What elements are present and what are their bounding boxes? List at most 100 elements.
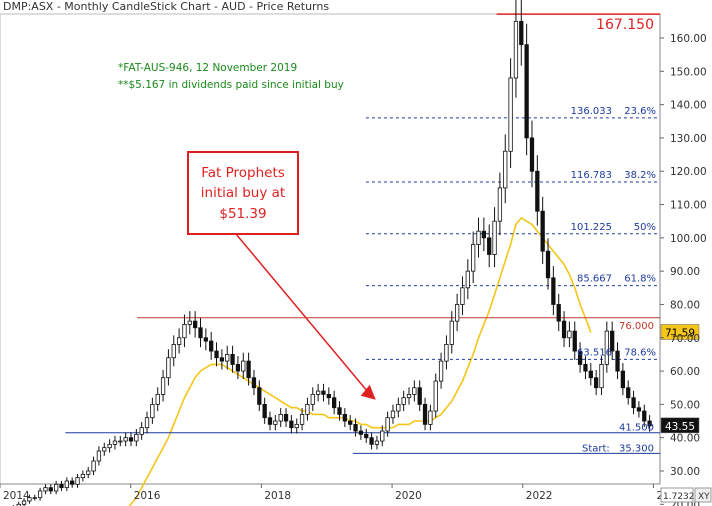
candle-body (626, 387, 631, 399)
candle-body (102, 447, 107, 452)
price-badge (660, 417, 700, 434)
candle-body (128, 437, 134, 442)
callout-line-2: initial buy at (201, 185, 285, 201)
candle-body (396, 403, 401, 412)
candle-body (193, 320, 198, 329)
candle-body (219, 357, 225, 362)
candle-body (604, 330, 609, 365)
candle-body (529, 137, 535, 172)
x-tick-label: 2018 (264, 490, 291, 502)
y-tick-label: 110.00 (670, 200, 707, 212)
candle-body (86, 470, 91, 475)
candle-body (107, 443, 112, 449)
candle-body (321, 390, 326, 395)
y-tick-label: 60.00 (670, 366, 700, 378)
y-tick-label: 30.00 (670, 466, 700, 478)
candle-body (561, 320, 567, 339)
candle-body (401, 397, 406, 405)
y-tick-label: 40.00 (670, 433, 700, 445)
y-tick-label: 50.00 (670, 399, 700, 411)
candle-body (615, 350, 620, 372)
candle-body (540, 210, 545, 252)
y-tick-label: 120.00 (670, 166, 707, 178)
candle-body (182, 324, 187, 339)
xy-readout-box (660, 487, 694, 503)
note-line-1: *FAT-AUS-946, 12 November 2019 (118, 62, 297, 74)
price-badge-label: 71.59 (665, 327, 695, 339)
candle-body (235, 364, 241, 372)
callout-line-1: Fat Prophets (201, 165, 285, 181)
candle-body (176, 337, 182, 345)
candle-body (476, 230, 481, 245)
candle-body (112, 440, 118, 445)
candle-body (471, 244, 476, 272)
candle-body (588, 370, 593, 379)
candle-body (203, 337, 208, 342)
candle-body (454, 304, 460, 322)
xy-button[interactable] (694, 487, 712, 503)
candle-body (27, 497, 32, 502)
candle-body (214, 350, 219, 359)
fib-price-label: 101.225 (571, 222, 612, 233)
candle-body (380, 430, 385, 442)
candle-body (385, 417, 390, 432)
candle-body (497, 187, 503, 222)
candle-body (492, 220, 497, 255)
candle-body (513, 20, 519, 79)
resistance-label: 76.000 (619, 321, 654, 332)
candle-body (647, 420, 652, 427)
candle-body (358, 430, 364, 435)
candle-body (289, 420, 294, 429)
candle-body (118, 440, 123, 443)
candle-body (417, 387, 422, 405)
fib-price-label: 63.516 (577, 347, 612, 358)
candle-body (283, 413, 289, 422)
y-tick-label: 20.00 (670, 499, 700, 506)
candle-body (257, 387, 262, 405)
start-label: 35.300 (619, 443, 654, 454)
candle-body (460, 287, 465, 305)
y-tick-label: 140.00 (670, 100, 707, 112)
candle-body (273, 420, 278, 425)
candle-body (310, 393, 315, 405)
candle-body (577, 350, 583, 365)
plot-area (0, 13, 661, 485)
candle-body (631, 397, 636, 409)
candle-body (315, 390, 321, 395)
candle-body (374, 440, 380, 445)
chart-title: DMP:ASX - Monthly CandleStick Chart - AU… (3, 0, 329, 13)
callout-arrow (235, 233, 369, 393)
price-badge-label: 43.55 (665, 421, 695, 433)
fib-price-label: 85.667 (577, 274, 612, 285)
candle-body (642, 410, 647, 422)
candle-body (21, 500, 27, 505)
candle-body (80, 473, 86, 479)
candle-body (123, 437, 128, 442)
candle-body (524, 44, 529, 139)
y-tick-label: 90.00 (670, 266, 700, 278)
candle-body (198, 327, 203, 339)
candle-body (545, 250, 551, 279)
candle-body (567, 330, 572, 339)
x-tick-label: 2020 (395, 490, 422, 502)
candle-body (262, 403, 267, 419)
candle-body (267, 417, 273, 425)
callout-box (187, 151, 299, 235)
candle-body (481, 230, 486, 239)
candle-body (465, 270, 470, 289)
candle-body (171, 344, 176, 359)
y-tick-label: 160.00 (670, 33, 707, 45)
support-label: 41.500 (619, 423, 654, 434)
candle-body (449, 320, 454, 345)
candle-body (332, 397, 337, 409)
price-badge (660, 324, 700, 340)
candle-body (508, 77, 513, 152)
candle-body (348, 420, 353, 425)
candle-body (556, 304, 561, 322)
candle-body (59, 483, 64, 489)
xy-button-label[interactable]: XY (698, 492, 710, 502)
candle-body (251, 377, 257, 389)
fib-pct-label: 78.6% (624, 347, 656, 358)
candle-body (32, 497, 37, 500)
candle-body (305, 403, 310, 415)
